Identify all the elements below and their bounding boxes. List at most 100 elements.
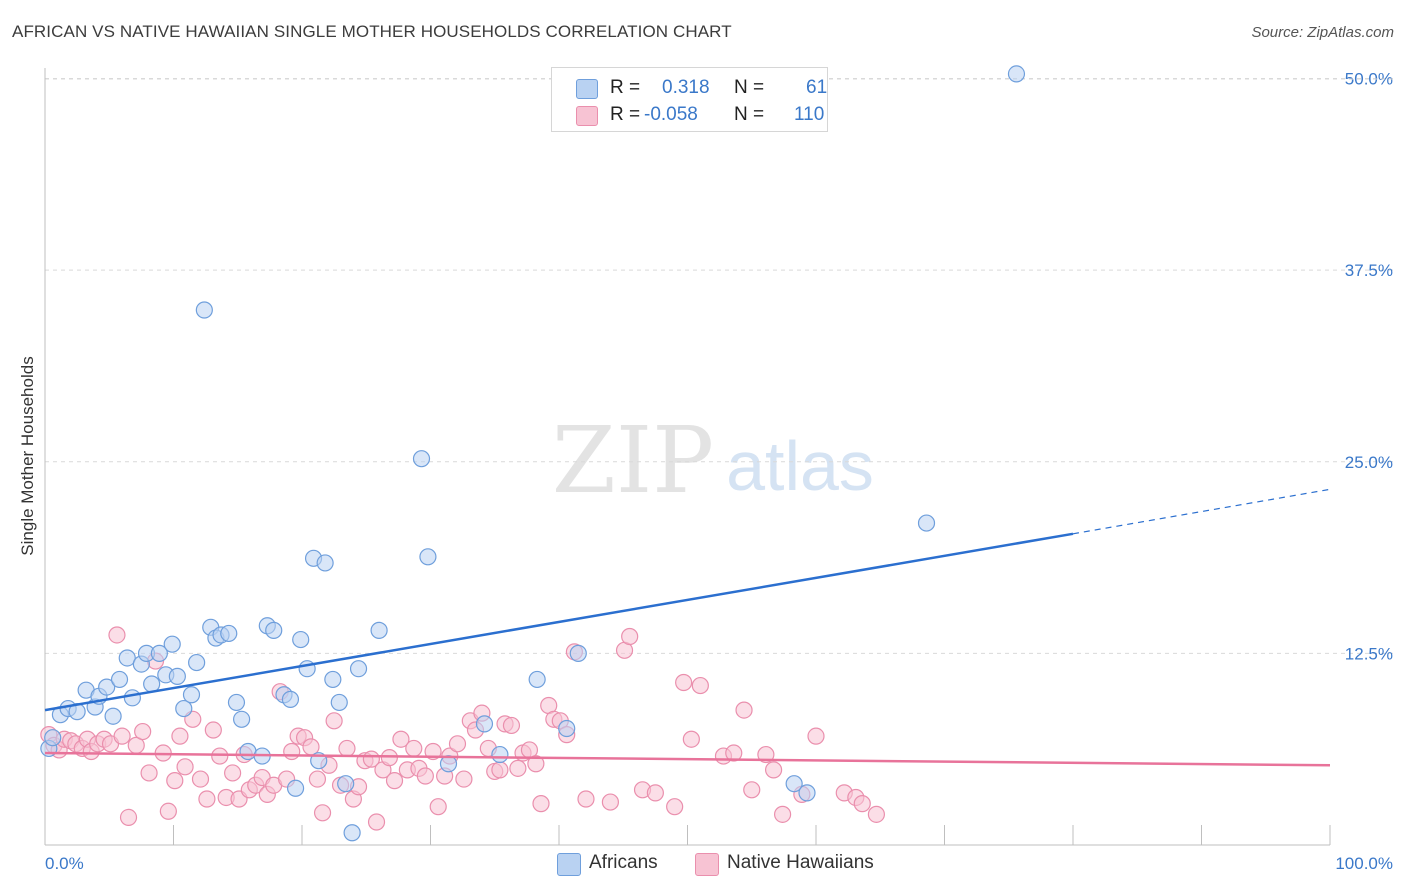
hawaiians-point [367,813,386,831]
x-tick-label: 0.0% [45,854,84,873]
africans-point [412,450,431,468]
hawaiians-point [735,701,753,719]
hawaiians-point [621,627,639,646]
africans-point [163,635,181,653]
africans-point [292,630,310,649]
hawaiians-point [198,790,216,808]
africans-r-label: R = [610,77,641,98]
chart-source: Source: ZipAtlas.com [1251,24,1394,41]
africans-point [330,693,348,712]
y-tick-label: 12.5% [1345,644,1393,663]
africans-point [370,621,388,639]
africans-point [182,686,201,704]
africans-point [343,824,361,842]
y-tick-label: 37.5% [1345,261,1393,280]
africans-point [419,548,437,566]
africans-point [528,670,546,689]
africans-point [265,621,283,639]
hawaiians-point [853,795,871,813]
africans-point [569,644,587,662]
hawaiians-point [338,739,356,758]
legend-africans-label: Africans [589,852,658,873]
hawaiians-point [757,745,775,764]
watermark-zip: ZIP [552,407,714,514]
africans-point [227,693,246,712]
hawaiians-point [380,749,398,767]
hawaiians-point [725,744,743,762]
y-tick-label: 25.0% [1345,453,1393,472]
hawaiians-r-value: -0.058 [644,104,698,125]
hawaiians-point [807,727,825,745]
hawaiians-point [455,770,473,788]
hawaiians-point [675,673,693,692]
hawaiians-point [527,755,545,773]
africans-point [98,678,116,696]
hawaiians-n-label: N = [734,104,765,125]
hawaiians-point [682,730,700,748]
africans-point [281,690,300,708]
hawaiians-point [429,798,447,816]
legend-item-africans[interactable]: Africans [557,852,687,878]
africans-point [785,775,803,793]
hawaiians-point [134,722,152,741]
hawaiians-point [119,808,138,827]
correlation-stats-box: R = 0.318 N = 61 R = -0.058 N = 110 [551,67,828,132]
legend-hawaiians-label: Native Hawaiians [727,852,874,873]
africans-point [475,715,494,733]
africans-point [798,784,816,802]
africans-swatch [576,79,598,99]
africans-point [316,554,334,572]
hawaiians-n-value: 110 [794,104,825,125]
hawaiians-point [385,772,404,790]
africans-point [175,699,193,718]
legend-hawaiians-swatch [695,853,719,876]
hawaiians-point [113,727,131,745]
hawaiians-point [577,790,595,808]
hawaiians-point [491,761,509,779]
hawaiians-swatch [576,106,598,126]
africans-n-value: 61 [806,77,828,98]
africans-point [123,689,141,707]
africans-trend-line [44,532,1074,712]
hawaiians-point [416,767,434,785]
hawaiians-point [176,758,194,776]
africans-point [558,719,576,738]
x-tick-label: 100.0% [1335,854,1393,873]
africans-point [917,514,936,532]
legend-item-hawaiians[interactable]: Native Hawaiians [695,852,895,878]
hawaiians-point [211,747,229,765]
hawaiians-point [171,727,189,745]
africans-point [188,653,206,672]
hawaiians-point [448,735,467,753]
hawaiians-point [764,761,783,779]
hawaiians-point [743,781,761,799]
africans-point [195,301,213,319]
africans-n-label: N = [734,77,765,98]
hawaiians-point [646,784,664,802]
africans-point [220,624,238,643]
hawaiians-point [405,739,423,758]
hawaiians-point [108,626,126,644]
hawaiians-point [283,742,301,761]
hawaiians-point [159,802,177,820]
hawaiians-point [509,759,527,777]
hawaiians-point [140,764,158,782]
africans-r-value: 0.318 [662,77,710,98]
hawaiians-r-label: R = [610,104,641,125]
hawaiians-point [867,805,885,823]
africans-point [168,667,186,685]
hawaiians-point [204,721,222,739]
africans-point [286,779,305,797]
hawaiians-point [166,772,184,790]
africans-point [150,644,168,662]
hawaiians-point [325,712,343,730]
africans-point [337,775,355,793]
africans-point [104,707,122,725]
africans-point [233,710,251,728]
hawaiians-point [308,770,327,788]
hawaiians-point [666,798,684,816]
hawaiians-point [392,730,410,748]
africans-trend-extension [1072,488,1331,535]
africans-point [491,745,509,764]
